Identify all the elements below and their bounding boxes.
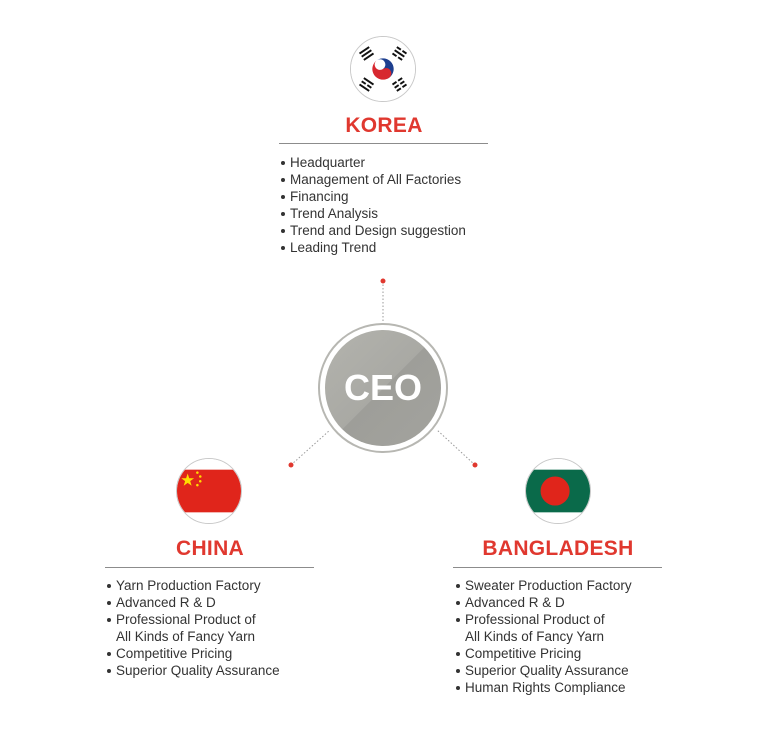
- connector-dot-korea: [380, 278, 386, 284]
- china-list: Yarn Production Factory Advanced R & D P…: [106, 577, 280, 679]
- china-title: CHINA: [176, 537, 244, 560]
- list-item: Competitive Pricing: [106, 645, 280, 662]
- list-item: Sweater Production Factory: [455, 577, 632, 594]
- list-item: Human Rights Compliance: [455, 679, 632, 696]
- korea-divider: [279, 143, 488, 144]
- bangladesh-list: Sweater Production Factory Advanced R & …: [455, 577, 632, 696]
- list-item: Trend and Design suggestion: [280, 222, 466, 239]
- ceo-label: CEO: [343, 367, 422, 408]
- list-item: Superior Quality Assurance: [106, 662, 280, 679]
- list-item: Advanced R & D: [106, 594, 280, 611]
- south-korea-flag-icon: [350, 36, 416, 102]
- china-flag-icon: [176, 458, 242, 524]
- bangladesh-title: BANGLADESH: [482, 537, 634, 560]
- list-item: Financing: [280, 188, 466, 205]
- list-item: Professional Product of: [106, 611, 280, 628]
- ceo-node: CEO: [318, 323, 448, 453]
- list-item: Leading Trend: [280, 239, 466, 256]
- list-item: Competitive Pricing: [455, 645, 632, 662]
- connector-dot-china: [288, 462, 294, 468]
- list-item: Management of All Factories: [280, 171, 466, 188]
- list-item: Headquarter: [280, 154, 466, 171]
- list-item: All Kinds of Fancy Yarn: [465, 629, 605, 644]
- list-item: Professional Product of: [455, 611, 632, 628]
- list-item: All Kinds of Fancy Yarn: [116, 629, 256, 644]
- bangladesh-divider: [453, 567, 662, 568]
- list-item: Trend Analysis: [280, 205, 466, 222]
- list-item: Yarn Production Factory: [106, 577, 280, 594]
- list-item: Advanced R & D: [455, 594, 632, 611]
- ceo-circle: [325, 330, 441, 446]
- bangladesh-flag-icon: [525, 458, 591, 524]
- korea-list: Headquarter Management of All Factories …: [280, 154, 466, 256]
- connector-bangladesh: [436, 429, 476, 466]
- china-divider: [105, 567, 314, 568]
- connector-dot-bangladesh: [472, 462, 478, 468]
- korea-title: KOREA: [345, 114, 423, 137]
- list-item: Superior Quality Assurance: [455, 662, 632, 679]
